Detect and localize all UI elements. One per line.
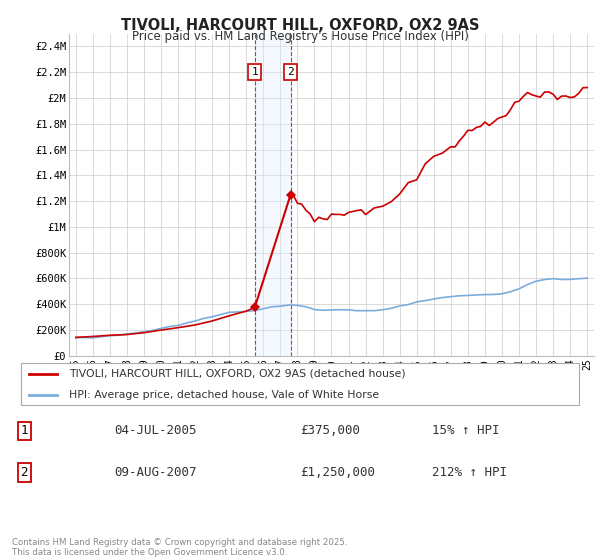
Text: 09-AUG-2007: 09-AUG-2007 bbox=[114, 466, 197, 479]
Text: HPI: Average price, detached house, Vale of White Horse: HPI: Average price, detached house, Vale… bbox=[69, 390, 379, 400]
Text: Contains HM Land Registry data © Crown copyright and database right 2025.
This d: Contains HM Land Registry data © Crown c… bbox=[12, 538, 347, 557]
Text: TIVOLI, HARCOURT HILL, OXFORD, OX2 9AS (detached house): TIVOLI, HARCOURT HILL, OXFORD, OX2 9AS (… bbox=[69, 368, 406, 379]
Text: 15% ↑ HPI: 15% ↑ HPI bbox=[432, 424, 499, 437]
Bar bbox=[255, 34, 290, 356]
Text: TIVOLI, HARCOURT HILL, OXFORD, OX2 9AS: TIVOLI, HARCOURT HILL, OXFORD, OX2 9AS bbox=[121, 18, 479, 33]
Text: £375,000: £375,000 bbox=[300, 424, 360, 437]
Text: 1: 1 bbox=[20, 424, 28, 437]
Text: 04-JUL-2005: 04-JUL-2005 bbox=[114, 424, 197, 437]
FancyBboxPatch shape bbox=[21, 363, 579, 405]
Text: £1,250,000: £1,250,000 bbox=[300, 466, 375, 479]
Text: 212% ↑ HPI: 212% ↑ HPI bbox=[432, 466, 507, 479]
Text: 1: 1 bbox=[251, 67, 258, 77]
Text: Price paid vs. HM Land Registry's House Price Index (HPI): Price paid vs. HM Land Registry's House … bbox=[131, 30, 469, 43]
Text: 2: 2 bbox=[287, 67, 294, 77]
Text: 2: 2 bbox=[20, 466, 28, 479]
